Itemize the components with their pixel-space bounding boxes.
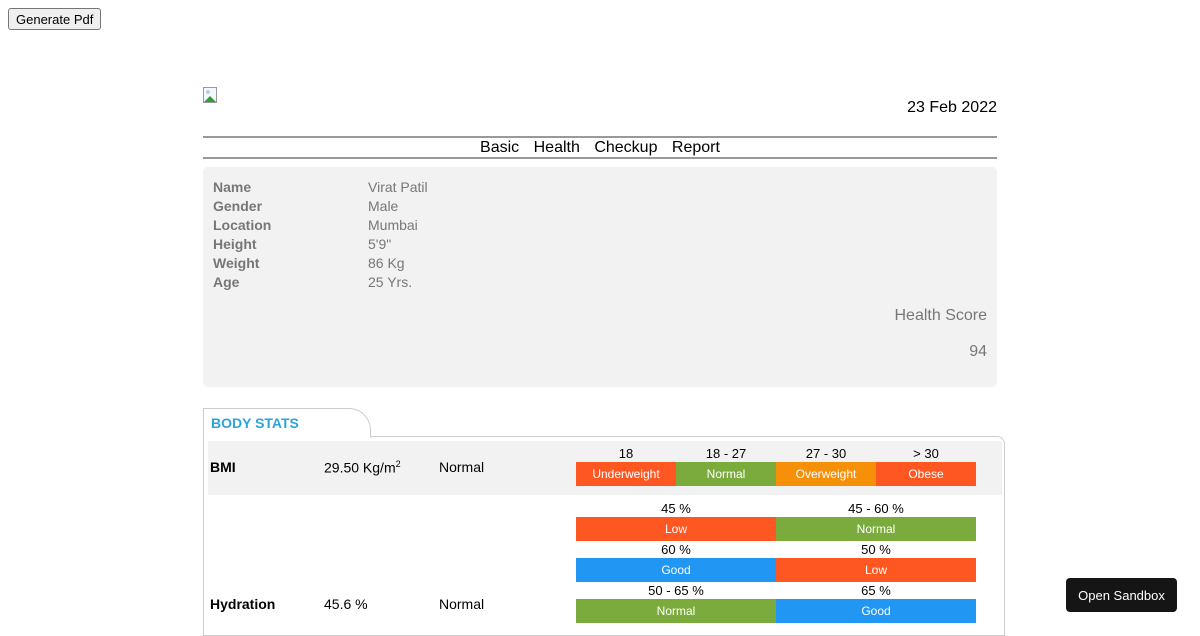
- profile-value: Virat Patil: [368, 179, 428, 195]
- profile-key: Weight: [213, 255, 260, 271]
- profile-value: Mumbai: [368, 217, 418, 233]
- hydration-range: 50 - 65 %: [648, 583, 704, 598]
- hydration-value: 45.6 %: [324, 596, 368, 612]
- bmi-range: 27 - 30: [805, 446, 847, 461]
- hydration-band: Good: [776, 599, 976, 623]
- report-date: 23 Feb 2022: [907, 99, 997, 116]
- bmi-band: Underweight: [576, 462, 676, 486]
- report-title: Basic Health Checkup Report: [203, 136, 997, 159]
- profile-card: Health Score 94 Name Virat Patil Gender Mal…: [203, 167, 997, 387]
- hydration-band: Good: [576, 558, 776, 582]
- profile-key: Location: [213, 217, 272, 233]
- hydration-range: 45 - 60 %: [848, 501, 904, 516]
- bmi-range: 18 - 27: [705, 446, 747, 461]
- hydration-band: Low: [776, 558, 976, 582]
- broken-image-icon: [203, 87, 217, 103]
- profile-key: Gender: [213, 198, 263, 214]
- bmi-band: Overweight: [776, 462, 876, 486]
- health-score-label: Health Score: [894, 307, 988, 324]
- hydration-status: Normal: [439, 596, 485, 612]
- bmi-band: Normal: [676, 462, 776, 486]
- profile-value: 5'9": [368, 236, 392, 252]
- bmi-range: 18: [618, 446, 634, 461]
- profile-value: Male: [368, 198, 399, 214]
- open-sandbox-button[interactable]: Open Sandbox: [1066, 578, 1177, 612]
- profile-key: Name: [213, 179, 252, 195]
- hydration-band: Normal: [776, 517, 976, 541]
- profile-key: Age: [213, 274, 240, 290]
- profile-key: Height: [213, 236, 257, 252]
- bmi-label: BMI: [210, 459, 236, 475]
- generate-pdf-button[interactable]: Generate Pdf: [8, 8, 102, 30]
- bmi-band: Obese: [876, 462, 976, 486]
- hydration-range: 50 %: [861, 542, 891, 557]
- hydration-range: 60 %: [661, 542, 691, 557]
- profile-value: 25 Yrs.: [368, 274, 413, 290]
- bmi-range: > 30: [913, 446, 939, 461]
- hydration-band: Low: [576, 517, 776, 541]
- tab-body-stats: BODY STATS: [203, 408, 371, 438]
- hydration-range: 65 %: [861, 583, 891, 598]
- bmi-status: Normal: [439, 459, 485, 475]
- bmi-value: 29.50 Kg/m2: [324, 459, 401, 476]
- hydration-band: Normal: [576, 599, 776, 623]
- health-score-value: 94: [969, 343, 987, 360]
- hydration-range: 45 %: [661, 501, 691, 516]
- body-stats-panel: BMI 29.50 Kg/m2 Normal Hydration 45.6 % …: [203, 436, 1005, 636]
- hydration-label: Hydration: [210, 596, 276, 612]
- profile-value: 86 Kg: [368, 255, 405, 271]
